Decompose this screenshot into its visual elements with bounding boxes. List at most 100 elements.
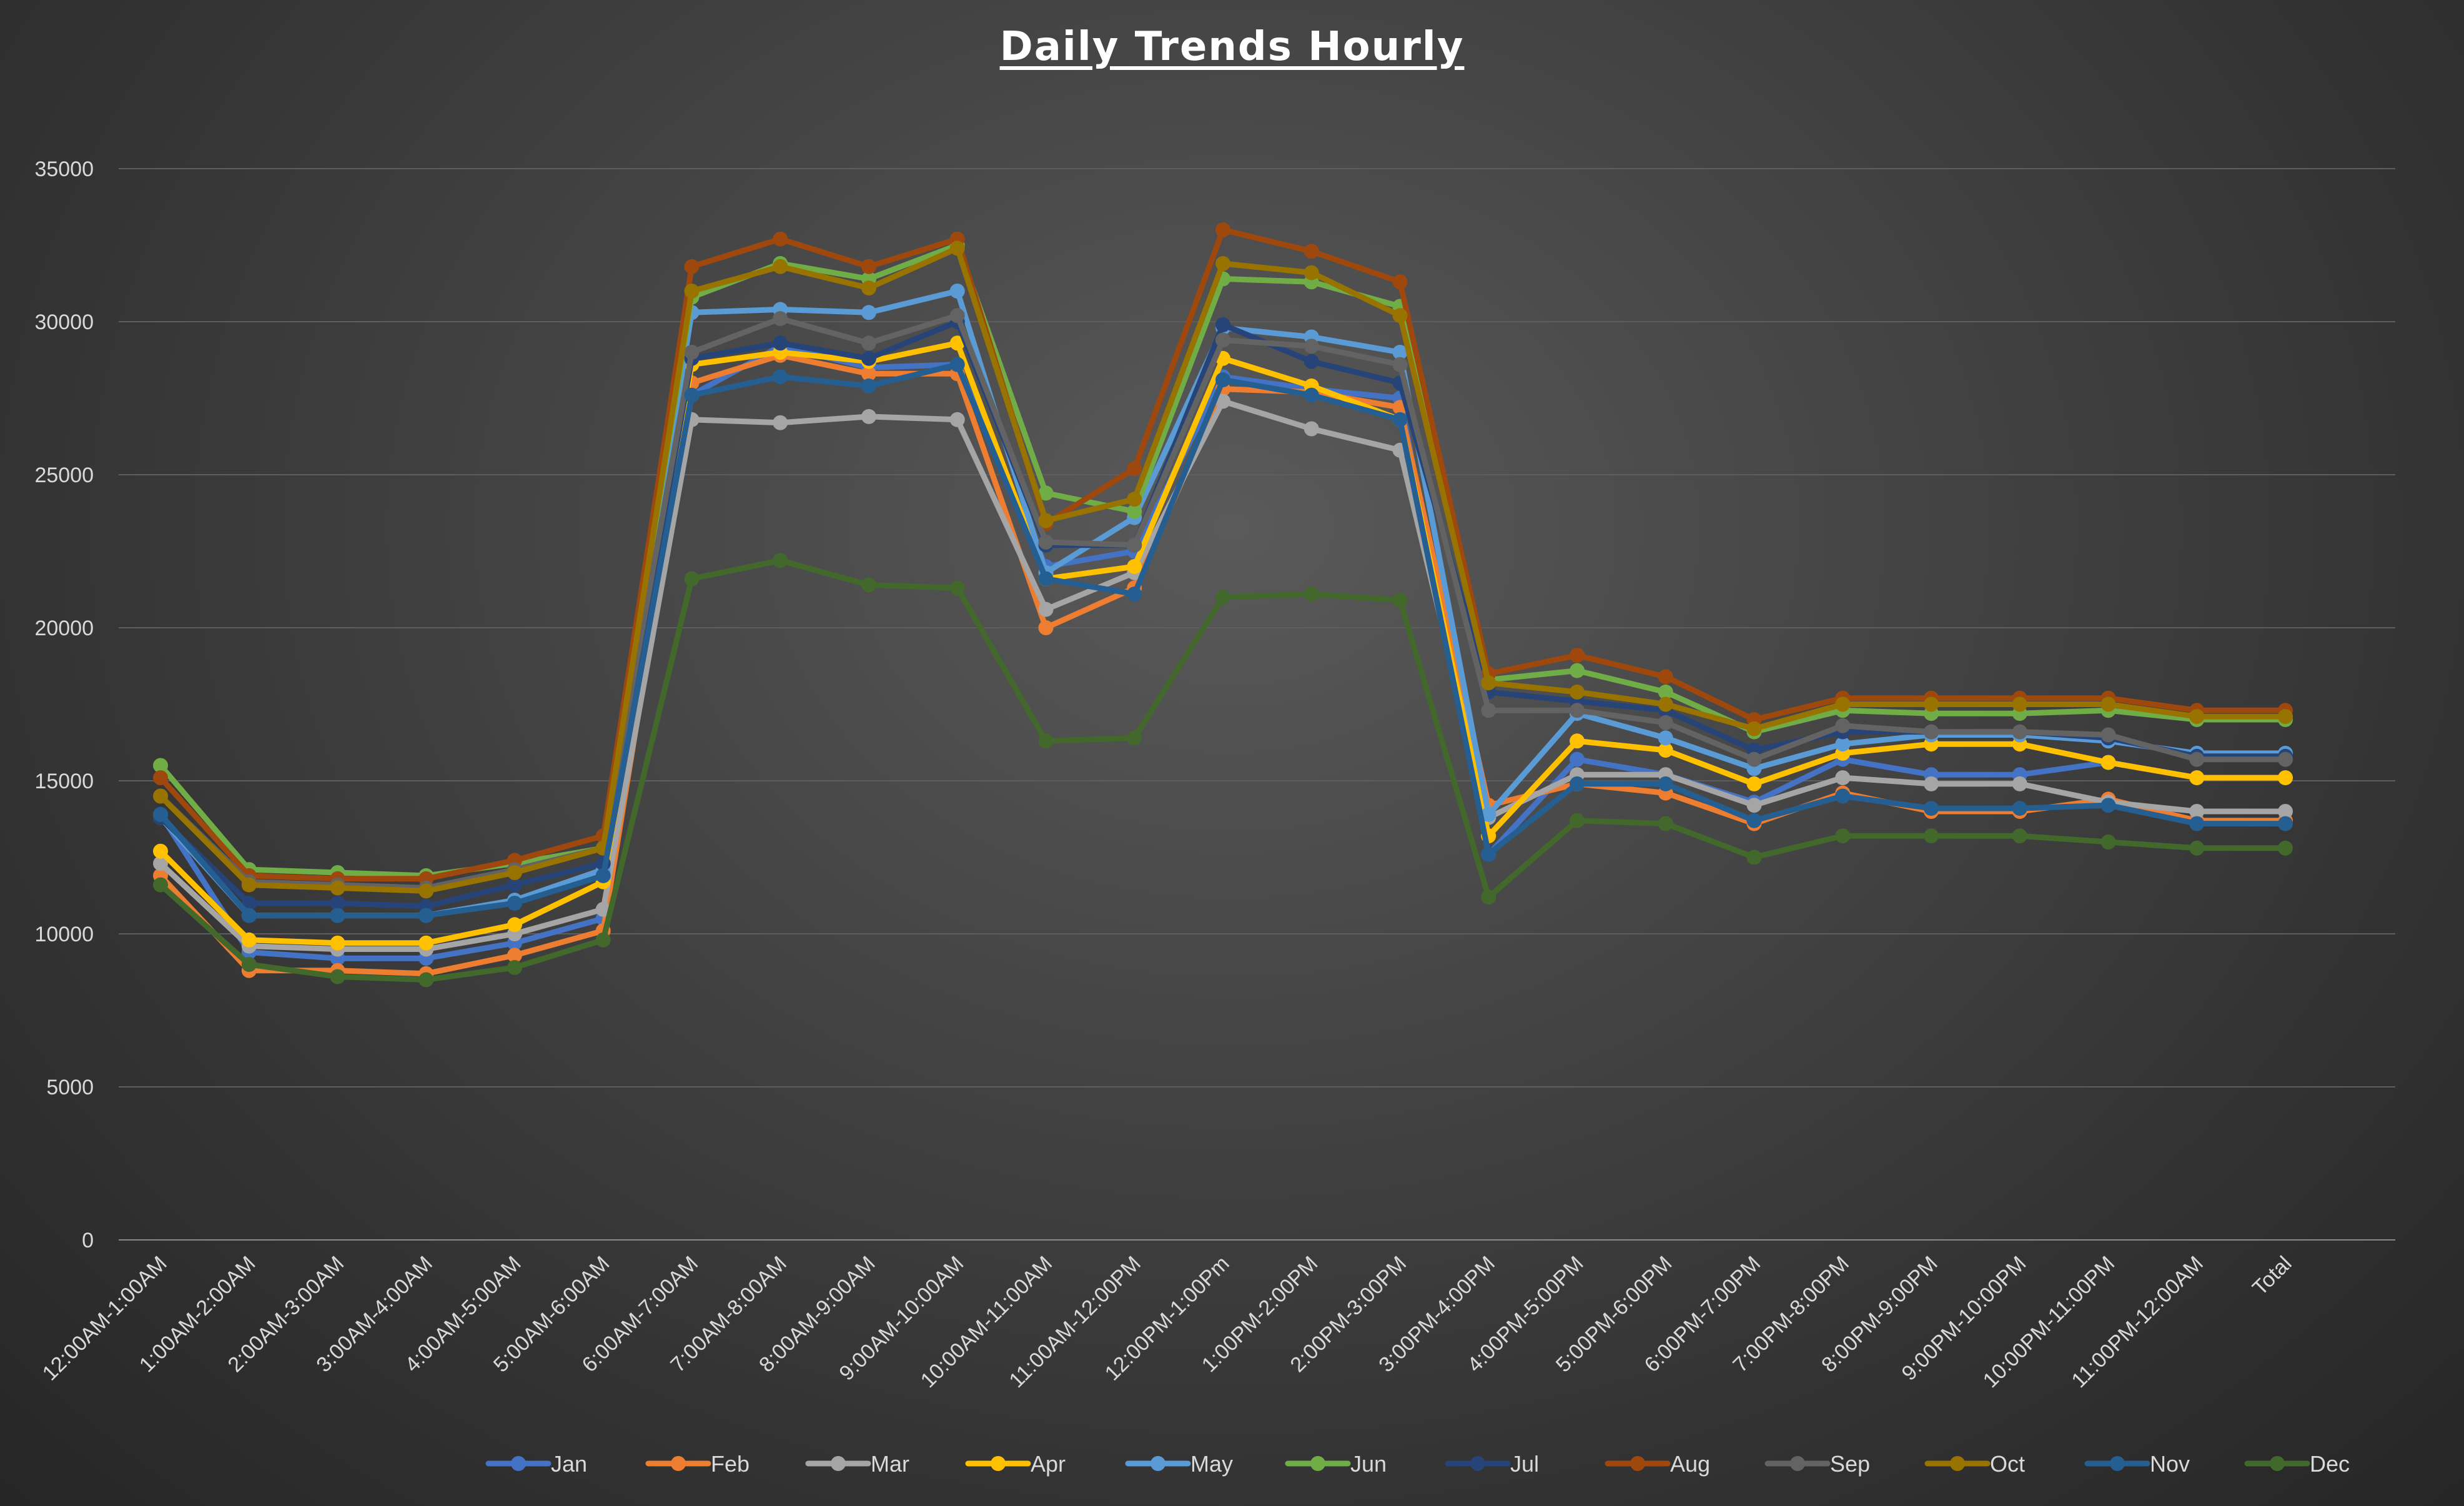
data-point [1038, 733, 1054, 749]
data-point [1038, 620, 1054, 635]
data-point [153, 856, 168, 871]
data-point [1481, 889, 1497, 905]
legend-item-aug[interactable]: Aug [1605, 1451, 1710, 1477]
legend-item-dec[interactable]: Dec [2244, 1451, 2350, 1477]
series-line [157, 340, 2288, 946]
series-mar [153, 394, 2293, 957]
data-point [507, 865, 522, 880]
x-axis-ticks: 12:00AM-1:00AM1:00AM-2:00AM2:00AM-3:00AM… [38, 1252, 2297, 1393]
data-point [241, 908, 257, 923]
data-point [1835, 736, 1851, 752]
data-point [2012, 776, 2027, 791]
data-point [1392, 308, 1408, 324]
data-point [1038, 485, 1054, 501]
data-point [1127, 587, 1142, 602]
legend-item-jan[interactable]: Jan [485, 1451, 587, 1477]
legend-label: Aug [1670, 1451, 1710, 1477]
data-point [861, 409, 876, 424]
data-point [595, 868, 611, 883]
legend-item-jun[interactable]: Jun [1285, 1451, 1387, 1477]
legend-item-oct[interactable]: Oct [1924, 1451, 2025, 1477]
y-tick-label: 0 [82, 1229, 94, 1252]
data-point [1570, 684, 1585, 700]
legend-swatch-marker [1150, 1456, 1165, 1471]
data-point [2189, 751, 2205, 767]
legend-swatch-marker [2110, 1456, 2125, 1471]
data-point [861, 335, 876, 351]
data-point [1127, 730, 1142, 746]
data-point [2100, 755, 2116, 770]
legend-label: Nov [2150, 1451, 2190, 1477]
data-point [2278, 840, 2293, 856]
data-point [1481, 675, 1497, 691]
legend-item-may[interactable]: May [1125, 1451, 1233, 1477]
data-point [861, 577, 876, 593]
data-point [1835, 788, 1851, 804]
data-point [1658, 669, 1673, 685]
data-point [241, 957, 257, 972]
chart-title: Daily Trends Hourly [999, 24, 1465, 70]
data-point [2012, 724, 2027, 740]
data-point [861, 378, 876, 394]
data-point [1570, 733, 1585, 749]
y-tick-label: 5000 [46, 1076, 94, 1099]
data-point [1127, 503, 1142, 519]
data-point [330, 969, 345, 984]
data-point [2012, 801, 2027, 816]
legend-swatch-marker [991, 1456, 1006, 1471]
legend-label: Oct [1990, 1451, 2025, 1477]
legend-item-jul[interactable]: Jul [1445, 1451, 1539, 1477]
data-point [1038, 602, 1054, 617]
data-point [773, 335, 788, 351]
y-tick-label: 30000 [34, 310, 94, 334]
data-point [2100, 835, 2116, 850]
legend-swatch-marker [1310, 1456, 1325, 1471]
data-point [507, 877, 522, 893]
legend-item-mar[interactable]: Mar [805, 1451, 909, 1477]
data-point [773, 553, 788, 568]
series-dec [153, 553, 2293, 988]
data-point [1215, 255, 1230, 271]
data-point [2189, 840, 2205, 856]
data-point [1304, 387, 1319, 403]
data-point [1658, 743, 1673, 758]
data-point [684, 259, 700, 274]
data-point [773, 311, 788, 327]
data-point [1746, 751, 1762, 767]
data-point [1215, 590, 1230, 605]
data-point [861, 366, 876, 382]
data-point [1392, 274, 1408, 290]
data-point [2278, 709, 2293, 725]
legend-swatch-marker [1950, 1456, 1965, 1471]
data-point [1038, 534, 1054, 550]
legend-label: Dec [2310, 1451, 2350, 1477]
series-line [157, 557, 2288, 983]
data-point [1304, 354, 1319, 369]
data-point [684, 345, 700, 360]
data-point [507, 896, 522, 911]
legend-item-nov[interactable]: Nov [2084, 1451, 2190, 1477]
legend-item-apr[interactable]: Apr [965, 1451, 1066, 1477]
legend-item-feb[interactable]: Feb [645, 1451, 750, 1477]
data-point [418, 935, 434, 951]
data-point [418, 908, 434, 923]
data-point [507, 948, 522, 963]
data-point [1215, 222, 1230, 237]
gridlines [119, 168, 2395, 1241]
data-point [1392, 345, 1408, 360]
data-point [1570, 703, 1585, 718]
data-point [1038, 513, 1054, 528]
legend-item-sep[interactable]: Sep [1764, 1451, 1870, 1477]
series-feb [153, 347, 2293, 981]
y-axis-ticks: 0 5000 10000 15000 20000 25000 30000 35000 [34, 157, 94, 1252]
data-point [1746, 850, 1762, 865]
data-point [2278, 804, 2293, 819]
legend-label: Feb [711, 1451, 750, 1477]
data-point [1392, 412, 1408, 427]
data-point [1304, 587, 1319, 602]
data-point [1924, 696, 1939, 712]
data-point [2189, 770, 2205, 786]
series-oct [153, 240, 2293, 899]
x-tick-label: Total [2248, 1252, 2297, 1300]
